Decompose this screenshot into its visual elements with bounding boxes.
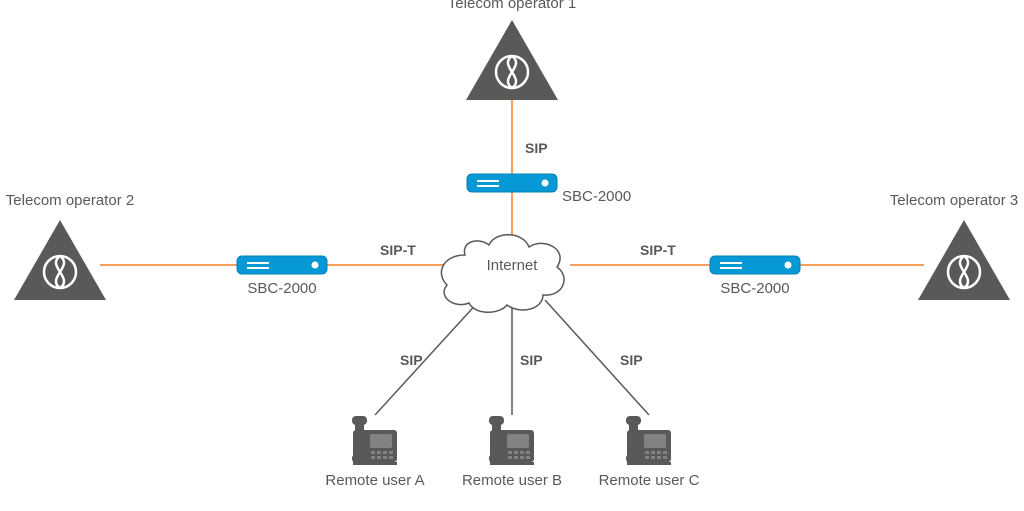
sbc-3-label: SBC-2000	[720, 280, 789, 297]
edge-label: SIP	[620, 352, 643, 368]
phone-user-c	[626, 416, 671, 465]
operator-3-label: Telecom operator 3	[890, 192, 1018, 209]
sbc-3	[710, 256, 800, 274]
phone-user-b	[489, 416, 534, 465]
edge-label: SIP	[400, 352, 423, 368]
user-b-label: Remote user B	[462, 472, 562, 489]
user-a-label: Remote user A	[325, 472, 424, 489]
sbc-2	[237, 256, 327, 274]
edge-label: SIP-T	[640, 242, 676, 258]
operator-2-label: Telecom operator 2	[6, 192, 134, 209]
internet-label: Internet	[487, 257, 539, 274]
user-c-label: Remote user C	[599, 472, 700, 489]
operator-3	[918, 220, 1010, 300]
sbc-1	[467, 174, 557, 192]
operator-1	[466, 20, 558, 100]
phone-user-a	[352, 416, 397, 465]
operator-1-label: Telecom operator 1	[448, 0, 576, 12]
edge-label: SIP	[520, 352, 543, 368]
edge-label: SIP-T	[380, 242, 416, 258]
operator-2	[14, 220, 106, 300]
edge-label: SIP	[525, 140, 548, 156]
sbc-2-label: SBC-2000	[247, 280, 316, 297]
sbc-1-label: SBC-2000	[562, 188, 631, 205]
